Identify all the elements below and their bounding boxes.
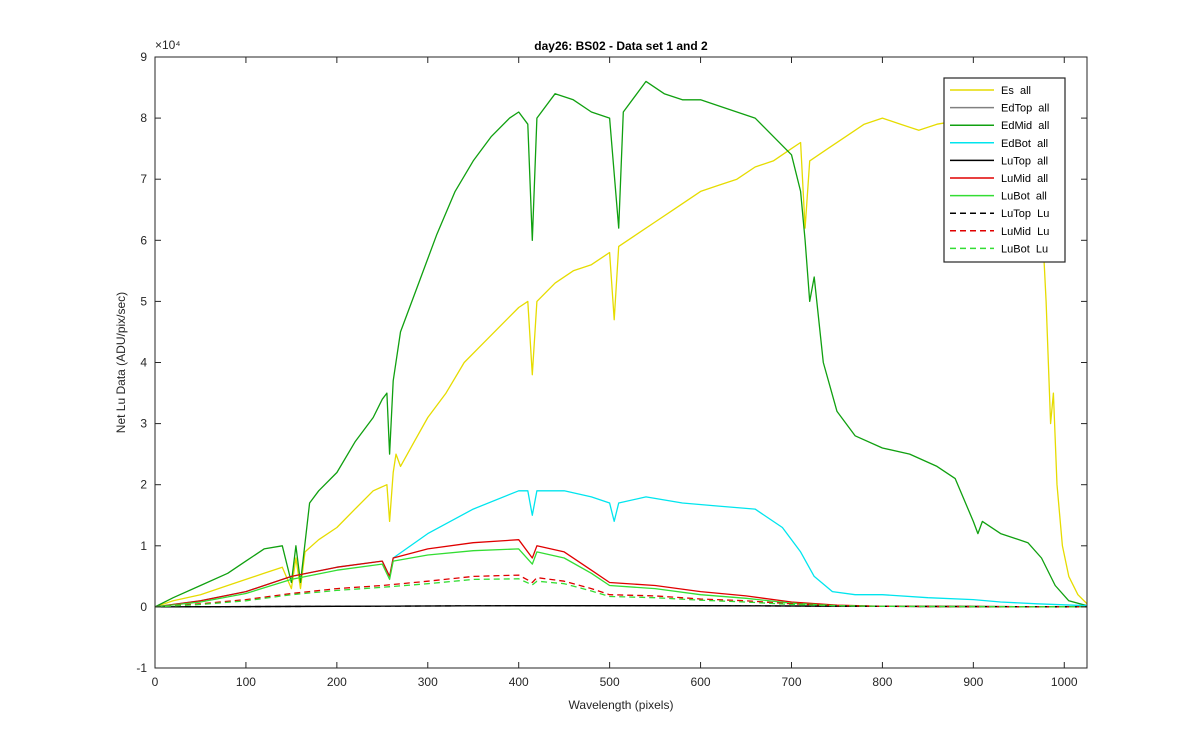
x-tick-label: 700	[781, 675, 801, 689]
legend-entry-label: LuMid Lu	[1001, 226, 1049, 238]
legend-entry-label: LuMid all	[1001, 173, 1048, 185]
legend-entry-label: EdMid all	[1001, 120, 1049, 132]
legend-entry-label: LuTop all	[1001, 155, 1048, 167]
series-line-lutop-lu	[155, 605, 1087, 608]
y-tick-label: 6	[140, 233, 147, 247]
legend-entry-label: LuBot all	[1001, 191, 1047, 203]
y-tick-label: 2	[140, 478, 147, 492]
x-tick-label: 200	[327, 675, 347, 689]
legend-entry-label: EdTop all	[1001, 103, 1049, 115]
legend-entry-label: LuTop Lu	[1001, 208, 1049, 220]
y-tick-label: 1	[140, 539, 147, 553]
y-axis-exponent-label: ×10⁴	[155, 38, 181, 52]
y-tick-label: 4	[140, 356, 147, 370]
x-axis-label: Wavelength (pixels)	[569, 698, 674, 712]
x-tick-label: 300	[418, 675, 438, 689]
x-tick-label: 900	[963, 675, 983, 689]
x-tick-label: 400	[509, 675, 529, 689]
series-line-lubot-lu	[155, 578, 1087, 608]
x-axis: 0 100 200 300 400 500 600 700 800 900 1000	[152, 57, 1078, 689]
y-axis-label: Net Lu Data (ADU/pix/sec)	[114, 292, 128, 433]
legend: Es all EdTop all EdMid all EdBot all LuTop a…	[943, 77, 1066, 263]
x-tick-label: 800	[872, 675, 892, 689]
x-tick-label: 500	[600, 675, 620, 689]
series-line-lumid-all	[155, 539, 1087, 608]
series-line-edmid-all	[155, 80, 1087, 608]
legend-entry-label: EdBot all	[1001, 138, 1048, 150]
y-tick-label: 8	[140, 111, 147, 125]
x-tick-label: 100	[236, 675, 256, 689]
x-tick-label: 1000	[1051, 675, 1078, 689]
legend-entry-label: LuBot Lu	[1001, 243, 1048, 255]
series-line-lumid-lu	[155, 574, 1087, 608]
x-tick-label: 0	[152, 675, 159, 689]
y-tick-label: 0	[140, 600, 147, 614]
series-line-lubot-all	[155, 548, 1087, 608]
y-tick-label: 9	[140, 50, 147, 64]
x-tick-label: 600	[691, 675, 711, 689]
y-tick-label: 3	[140, 417, 147, 431]
y-tick-label: -1	[136, 661, 147, 675]
legend-entry-label: Es all	[1001, 85, 1031, 97]
chart-title: day26: BS02 - Data set 1 and 2	[534, 39, 708, 53]
y-tick-label: 5	[140, 294, 147, 308]
series-layer	[155, 80, 1087, 608]
y-axis: -1 0 1 2 3 4 5 6 7 8 9	[136, 50, 1087, 675]
y-tick-label: 7	[140, 172, 147, 186]
